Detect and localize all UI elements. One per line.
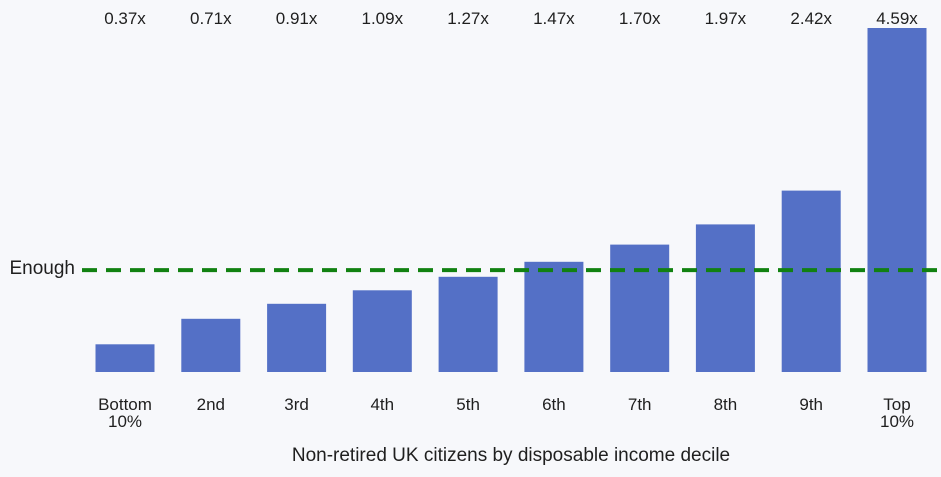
bar-3 [267, 303, 327, 372]
value-label-9: 2.42x [790, 9, 832, 28]
x-tick-label-line: 5th [456, 395, 480, 414]
x-tick-label-line: Bottom [98, 395, 152, 414]
x-tick-label-line: 3rd [284, 395, 309, 414]
x-tick-label-3: 3rd [284, 395, 309, 414]
x-tick-label-line: 9th [799, 395, 823, 414]
x-tick-label-line: Top [883, 395, 910, 414]
value-labels-group: 0.37x 0.71x 0.91x 1.09x 1.27x 1.47x 1.70x 1.97x… [104, 9, 918, 28]
x-tick-label-line: 10% [108, 412, 142, 431]
x-tick-label-line: 2nd [197, 395, 225, 414]
x-axis-title: Non-retired UK citizens by disposable in… [292, 445, 730, 466]
x-tick-label-line: 7th [628, 395, 652, 414]
value-label-10: 4.59x [876, 9, 918, 28]
bar-8 [695, 224, 755, 372]
x-tick-label-2: 2nd [197, 395, 225, 414]
x-tick-label-8: 8th [714, 395, 738, 414]
bars-group [95, 28, 927, 372]
bar-1 [95, 344, 155, 372]
x-tick-label-7: 7th [628, 395, 652, 414]
x-tick-label-9: 9th [799, 395, 823, 414]
bar-5 [438, 276, 498, 372]
value-label-6: 1.47x [533, 9, 575, 28]
bar-4 [352, 290, 412, 372]
x-tick-labels-group: Bottom 10%2nd 3rd 4th 5th 6th 7th 8th 9th Top 10% [98, 395, 914, 431]
x-tick-label-4: 4th [370, 395, 394, 414]
value-label-7: 1.70x [619, 9, 661, 28]
bar-10 [867, 28, 927, 372]
x-tick-label-line: 8th [714, 395, 738, 414]
value-label-2: 0.71x [190, 9, 232, 28]
x-tick-label-1: Bottom 10% [98, 395, 152, 431]
value-label-5: 1.27x [447, 9, 489, 28]
bar-2 [181, 318, 241, 372]
value-label-4: 1.09x [362, 9, 404, 28]
x-tick-label-5: 5th [456, 395, 480, 414]
value-label-8: 1.97x [705, 9, 747, 28]
x-tick-label-line: 6th [542, 395, 566, 414]
bar-9 [781, 190, 841, 372]
value-label-3: 0.91x [276, 9, 318, 28]
x-tick-label-10: Top 10% [880, 395, 914, 431]
bar-7 [610, 244, 670, 372]
x-tick-label-line: 10% [880, 412, 914, 431]
x-tick-label-6: 6th [542, 395, 566, 414]
bar-6 [524, 261, 584, 372]
x-tick-label-line: 4th [370, 395, 394, 414]
enough-reference-label: Enough [9, 258, 75, 279]
value-label-1: 0.37x [104, 9, 146, 28]
